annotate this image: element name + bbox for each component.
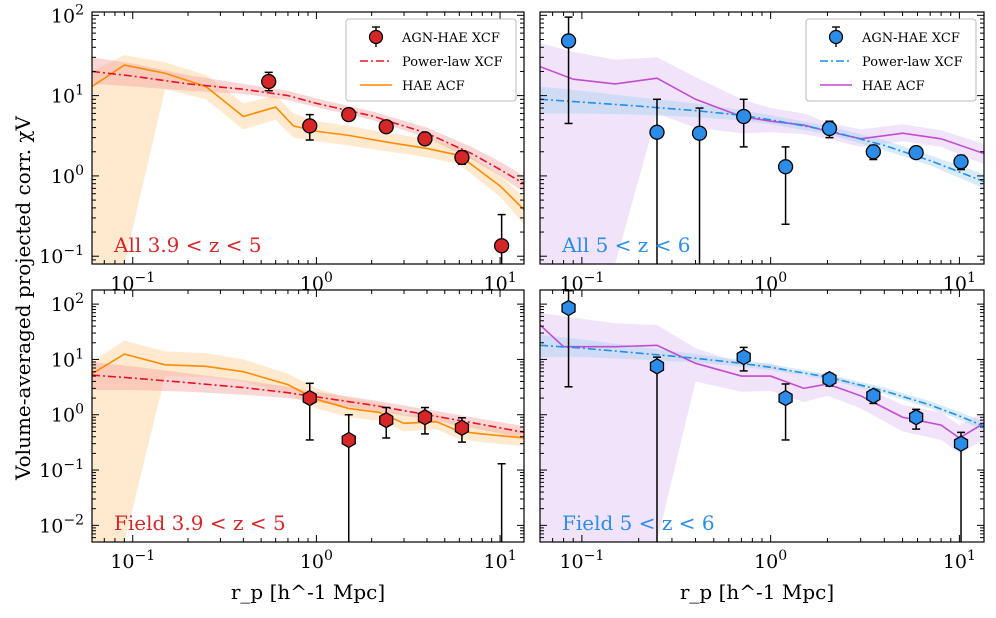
hae-acf-line (540, 65, 984, 155)
plot-area (540, 16, 984, 264)
panel-label: Field 5 < z < 6 (562, 511, 715, 535)
legend-entry: Power-law XCF (820, 55, 963, 70)
data-point (417, 131, 433, 147)
data-point (454, 149, 470, 166)
data-point (497, 462, 506, 542)
power-law-band (540, 86, 984, 189)
legend-entry: AGN-HAE XCF (368, 26, 500, 47)
power-law-line (540, 344, 984, 427)
x-tick-label: 101 (943, 548, 976, 573)
x-axis-label-right: r_p [h^-1 Mpc] (680, 580, 834, 604)
data-point (691, 107, 708, 264)
legend-entry: AGN-HAE XCF (828, 26, 960, 47)
legend: AGN-HAE XCF Power-law XCF HAE ACF (345, 18, 517, 102)
legend-entry: HAE ACF (360, 79, 465, 94)
ticks (91, 290, 524, 543)
data-point (777, 146, 794, 226)
hae-acf-band (540, 43, 984, 264)
data-point (417, 406, 433, 435)
data-point (822, 370, 837, 388)
legend-entry: Power-law XCF (360, 55, 503, 70)
data-point (953, 431, 969, 542)
y-tick-label: 100 (51, 163, 84, 188)
data-point (341, 413, 356, 542)
power-law-line (540, 98, 984, 183)
data-point (649, 356, 665, 542)
legend-label: AGN-HAE XCF (401, 31, 500, 46)
ticks (539, 12, 984, 265)
data-point (560, 16, 577, 125)
power-law-band (540, 334, 984, 431)
data-point (908, 144, 924, 161)
data-point (261, 71, 277, 92)
data-point (778, 383, 793, 441)
power-law-line (92, 70, 524, 185)
legend: AGN-HAE XCF Power-law XCF HAE ACF (805, 18, 977, 102)
x-axis-label-left: r_p [h^-1 Mpc] (231, 580, 385, 604)
legend-label: Power-law XCF (402, 55, 503, 70)
panel-3: 10−1 100 101 10−2 10−1 100 101 102 Field 3.9 < z… (39, 289, 525, 573)
data-point (865, 144, 881, 161)
x-tick-label: 10−1 (559, 548, 604, 573)
x-tick-label: 10−1 (110, 548, 155, 573)
legend-label: AGN-HAE XCF (861, 31, 960, 46)
hae-acf-band (92, 340, 524, 542)
data-point (378, 119, 394, 135)
data-point (341, 106, 357, 123)
y-tick-label: 10−1 (39, 243, 84, 268)
data-point (302, 113, 318, 141)
panel-label: Field 3.9 < z < 5 (114, 511, 286, 535)
y-tick-label: 102 (51, 2, 84, 27)
data-point (736, 98, 752, 148)
legend-label: HAE ACF (862, 79, 925, 94)
plot-area (92, 55, 524, 264)
x-tick-label: 100 (754, 548, 787, 573)
y-tick-label: 102 (51, 291, 84, 316)
data-point (736, 346, 751, 372)
legend-entry: HAE ACF (820, 79, 925, 94)
data-point (866, 387, 881, 405)
x-tick-label: 100 (300, 548, 333, 573)
y-tick-label: 100 (51, 402, 84, 427)
x-tick-label: 101 (484, 548, 517, 573)
data-point (649, 98, 665, 264)
data-point (379, 406, 394, 439)
data-point (302, 382, 317, 441)
data-point (953, 154, 969, 171)
legend-label: HAE ACF (402, 79, 465, 94)
y-tick-label: 10−1 (39, 457, 84, 482)
hae-acf-line (540, 324, 984, 439)
panel-4: 10−1 100 101 Field 5 < z < 6 (539, 289, 985, 573)
ticks (539, 290, 984, 543)
legend-label: Power-law XCF (862, 55, 963, 70)
panel-label: All 3.9 < z < 5 (113, 233, 262, 257)
y-tick-label: 10−2 (39, 512, 84, 537)
data-point (561, 290, 576, 388)
plot-area (92, 340, 524, 542)
panel-label: All 5 < z < 6 (561, 233, 691, 257)
y-tick-label: 101 (51, 83, 84, 108)
plot-area (540, 290, 984, 542)
y-tick-label: 101 (51, 346, 84, 371)
data-point (454, 417, 470, 443)
y-axis-label: Volume-averaged projected corr. χV (11, 115, 35, 481)
panels: 10−1 100 101 10−1 100 101 102 All 3.9 < z < 5 AG… (39, 2, 985, 573)
data-point (909, 408, 924, 430)
data-point (821, 120, 838, 139)
power-law-band (92, 57, 524, 193)
ticks (91, 12, 524, 265)
data-point (493, 213, 510, 264)
